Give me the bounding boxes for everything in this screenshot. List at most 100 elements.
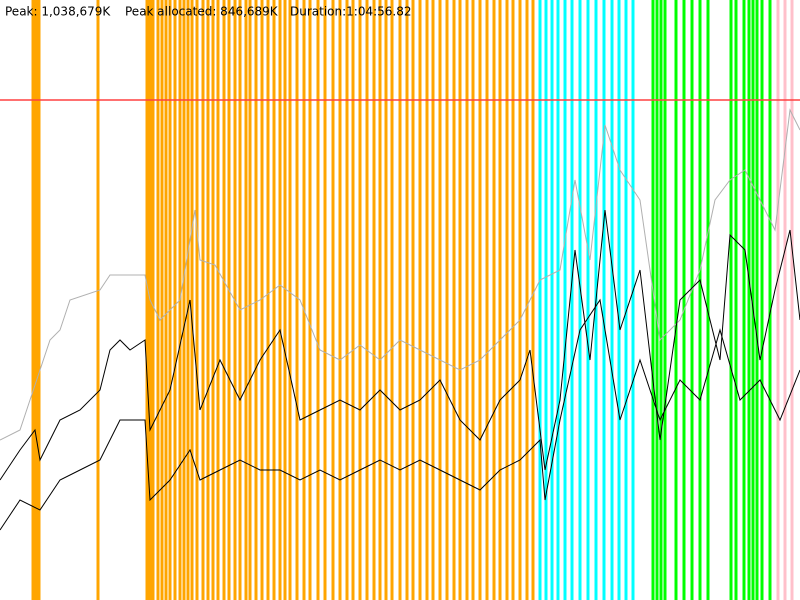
event-stripe <box>698 0 702 600</box>
event-stripe <box>372 0 376 600</box>
event-stripe <box>195 0 199 600</box>
event-stripe <box>556 0 560 600</box>
event-stripe <box>525 0 529 600</box>
event-stripe <box>278 0 282 600</box>
event-stripe <box>338 0 342 600</box>
event-stripe <box>505 0 509 600</box>
event-stripe <box>511 0 515 600</box>
event-stripe <box>747 0 751 600</box>
event-stripe <box>617 0 621 600</box>
event-stripe <box>742 0 746 600</box>
event-stripe <box>425 0 429 600</box>
event-stripe <box>244 0 248 600</box>
event-stripe <box>655 0 659 600</box>
event-stripe <box>160 0 164 600</box>
event-stripe <box>302 0 306 600</box>
event-stripe <box>478 0 482 600</box>
event-stripe <box>345 0 349 600</box>
event-stripe <box>358 0 362 600</box>
event-stripe <box>690 0 694 600</box>
event-stripe <box>602 0 606 600</box>
event-stripe <box>411 0 415 600</box>
event-stripe <box>323 0 327 600</box>
event-stripe <box>164 0 168 600</box>
peak-label: Peak: 1,038,679K <box>5 5 111 19</box>
event-stripe <box>518 0 522 600</box>
event-stripe <box>734 0 738 600</box>
event-stripe <box>260 0 264 600</box>
event-stripe <box>570 0 574 600</box>
event-stripe <box>222 0 226 600</box>
event-stripe <box>783 0 787 600</box>
event-stripe <box>295 0 299 600</box>
event-stripe <box>458 0 462 600</box>
event-stripe <box>631 0 635 600</box>
event-stripe <box>206 0 210 600</box>
event-stripe <box>283 0 287 600</box>
event-stripe <box>563 0 567 600</box>
event-stripe <box>308 0 312 600</box>
event-stripe <box>418 0 422 600</box>
event-stripe <box>610 0 614 600</box>
event-stripe <box>37 0 41 600</box>
event-stripe <box>227 0 231 600</box>
event-stripe <box>266 0 270 600</box>
event-stripe <box>216 0 220 600</box>
event-stripe <box>682 0 686 600</box>
event-stripe <box>755 0 759 600</box>
event-stripe <box>248 0 252 600</box>
event-stripe <box>365 0 369 600</box>
event-stripe <box>316 0 320 600</box>
event-stripe <box>378 0 382 600</box>
event-stripe <box>151 0 155 600</box>
event-stripe <box>288 0 292 600</box>
event-stripe <box>182 0 186 600</box>
event-stripe <box>384 0 388 600</box>
event-stripe <box>790 0 794 600</box>
event-stripe <box>465 0 469 600</box>
event-stripe <box>471 0 475 600</box>
event-stripe <box>156 0 160 600</box>
event-stripe <box>186 0 190 600</box>
event-stripe <box>445 0 449 600</box>
event-stripe <box>398 0 402 600</box>
event-stripe <box>145 0 149 600</box>
event-stripe <box>531 0 535 600</box>
event-stripe <box>538 0 542 600</box>
event-stripe <box>96 0 100 600</box>
event-stripe <box>390 0 394 600</box>
event-stripe <box>663 0 667 600</box>
event-stripe <box>760 0 764 600</box>
event-stripe <box>201 0 205 600</box>
event-stripe <box>331 0 335 600</box>
event-stripe <box>651 0 655 600</box>
duration-label: Duration:1:04:56.82 <box>290 5 412 19</box>
event-stripe <box>173 0 177 600</box>
event-stripe <box>624 0 628 600</box>
event-stripe <box>452 0 456 600</box>
memory-line <box>0 298 800 531</box>
event-stripe <box>351 0 355 600</box>
event-stripe <box>168 0 172 600</box>
event-stripe <box>492 0 496 600</box>
event-stripe <box>578 0 582 600</box>
peak-allocated-label: Peak allocated: 846,689K <box>125 5 279 19</box>
event-stripe <box>674 0 678 600</box>
event-stripe <box>438 0 442 600</box>
event-stripe <box>405 0 409 600</box>
event-stripe <box>254 0 258 600</box>
event-stripe <box>34 0 38 600</box>
event-stripe <box>31 0 35 600</box>
event-stripe <box>190 0 194 600</box>
event-stripe <box>211 0 215 600</box>
event-stripe <box>272 0 276 600</box>
event-stripe <box>586 0 590 600</box>
event-stripe <box>498 0 502 600</box>
memory-line <box>0 209 800 481</box>
event-stripe <box>751 0 755 600</box>
event-stripe <box>768 0 772 600</box>
event-stripe <box>659 0 663 600</box>
event-stripe <box>238 0 242 600</box>
